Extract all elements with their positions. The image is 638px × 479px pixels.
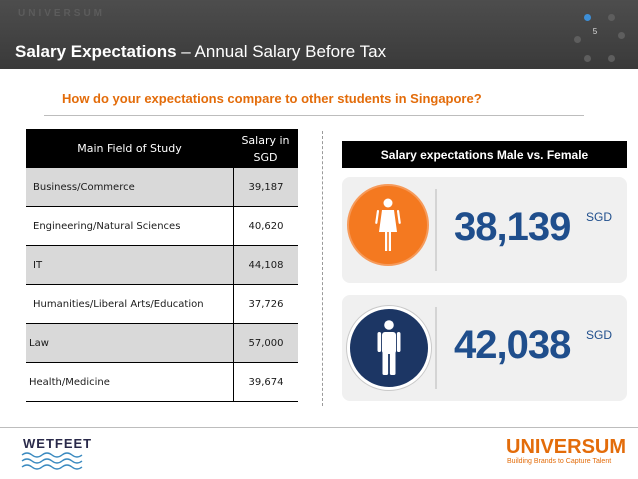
gender-comparison-header: Salary expectations Male vs. Female xyxy=(342,141,627,168)
field-cell: Health/Medicine xyxy=(29,376,110,388)
column-header-salary-line2: SGD xyxy=(253,150,278,164)
dot xyxy=(584,55,591,62)
female-salary-card: 38,139 SGD xyxy=(342,177,627,283)
universum-tagline: Building Brands to Capture Talent xyxy=(507,458,612,465)
table-row: Business/Commerce 39,187 xyxy=(26,168,298,207)
table-row: Engineering/Natural Sciences 40,620 xyxy=(26,207,298,246)
wave-icon xyxy=(21,452,83,470)
table-header: Main Field of Study Salary in SGD xyxy=(26,129,298,168)
survey-question: How do your expectations compare to othe… xyxy=(62,91,482,106)
field-cell: Humanities/Liberal Arts/Education xyxy=(33,298,204,310)
slide-title-rest: – Annual Salary Before Tax xyxy=(176,42,387,61)
card-separator xyxy=(435,307,437,389)
section-divider xyxy=(322,131,323,406)
dot xyxy=(584,14,591,21)
salary-cell: 57,000 xyxy=(233,324,298,362)
universum-logo: UNIVERSUM xyxy=(506,436,627,458)
dot xyxy=(608,55,615,62)
salary-cell: 44,108 xyxy=(233,246,298,284)
female-icon xyxy=(347,184,429,266)
salary-cell: 39,674 xyxy=(233,363,298,401)
male-salary-value: 42,038 xyxy=(454,323,571,367)
decorative-dots xyxy=(574,10,626,66)
table-row: Law 57,000 xyxy=(26,324,298,363)
footer-divider xyxy=(0,427,638,428)
male-icon xyxy=(347,306,431,390)
salary-cell: 39,187 xyxy=(233,168,298,206)
dot xyxy=(608,14,615,21)
card-separator xyxy=(435,189,437,271)
slide-title-bold: Salary Expectations xyxy=(15,42,177,61)
table-row: Health/Medicine 39,674 xyxy=(26,363,298,402)
field-cell: Engineering/Natural Sciences xyxy=(33,220,181,232)
column-header-salary-line1: Salary in xyxy=(241,133,290,147)
page-number: 5 xyxy=(592,27,598,36)
field-cell: Law xyxy=(29,337,49,349)
male-salary-card: 42,038 SGD xyxy=(342,295,627,401)
salary-cell: 37,726 xyxy=(233,285,298,323)
dot xyxy=(574,36,581,43)
salary-cell: 40,620 xyxy=(233,207,298,245)
slide-title: Salary Expectations – Annual Salary Befo… xyxy=(15,42,386,62)
male-salary-unit: SGD xyxy=(586,328,613,342)
table-row: IT 44,108 xyxy=(26,246,298,285)
dot xyxy=(618,32,625,39)
column-header-field: Main Field of Study xyxy=(77,142,182,155)
salary-table: Main Field of Study Salary in SGD Busine… xyxy=(26,129,298,405)
slide-header: UNIVERSUM Salary Expectations – Annual S… xyxy=(0,0,638,69)
wetfeet-logo: WETFEET xyxy=(23,436,93,451)
column-header-salary: Salary in SGD xyxy=(233,129,298,168)
field-cell: IT xyxy=(33,259,43,271)
female-salary-unit: SGD xyxy=(586,210,613,224)
question-divider xyxy=(44,115,584,116)
header-brand: UNIVERSUM xyxy=(18,8,106,19)
table-row: Humanities/Liberal Arts/Education 37,726 xyxy=(26,285,298,324)
female-salary-value: 38,139 xyxy=(454,205,571,249)
field-cell: Business/Commerce xyxy=(33,181,135,193)
